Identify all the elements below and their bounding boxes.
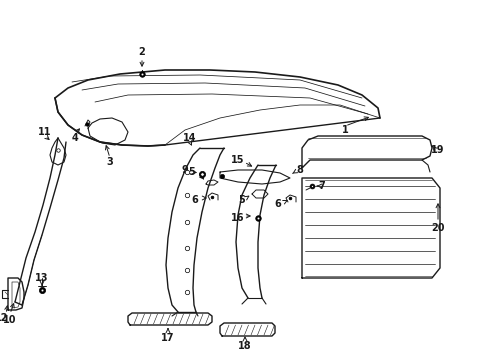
Text: 5: 5: [189, 167, 196, 177]
Text: 19: 19: [431, 145, 445, 155]
Text: 13: 13: [35, 273, 49, 283]
Text: 14: 14: [183, 133, 197, 143]
Text: 20: 20: [431, 223, 445, 233]
Text: 6: 6: [274, 199, 281, 209]
Text: 1: 1: [342, 125, 348, 135]
Text: 3: 3: [107, 157, 113, 167]
Text: 17: 17: [161, 333, 175, 343]
Text: 12: 12: [0, 313, 9, 323]
Text: 15: 15: [231, 155, 245, 165]
Text: 4: 4: [72, 133, 78, 143]
Text: 11: 11: [38, 127, 52, 137]
Text: 8: 8: [296, 165, 303, 175]
Text: 5: 5: [239, 195, 245, 205]
Text: 10: 10: [3, 315, 17, 325]
Text: 2: 2: [139, 47, 146, 57]
Text: 18: 18: [238, 341, 252, 351]
Text: 16: 16: [231, 213, 245, 223]
Text: 6: 6: [192, 195, 198, 205]
Text: 7: 7: [318, 181, 325, 191]
Text: 9: 9: [182, 165, 188, 175]
